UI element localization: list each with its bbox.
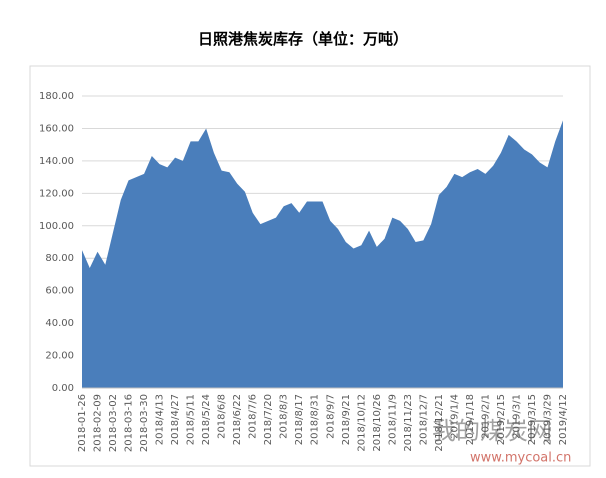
x-tick-label: 2018/5/11 (186, 394, 197, 445)
watermark-text: 我的煤炭网 (432, 417, 552, 445)
x-tick-label: 2018/7/20 (263, 394, 274, 445)
x-tick-label: 2019/3/29 (542, 394, 553, 445)
x-tick-label: 2018/8/31 (310, 394, 321, 445)
x-tick-label: 2018/5/24 (201, 394, 212, 445)
x-tick-label: 2019/4/12 (558, 394, 569, 445)
y-tick-label: 140.00 (39, 156, 74, 167)
x-tick-label: 2018-03-02 (108, 394, 119, 452)
area (82, 120, 563, 388)
x-tick-label: 2018/4/13 (155, 394, 166, 445)
y-tick-label: 80.00 (45, 253, 74, 264)
x-tick-label: 2018/6/8 (217, 394, 228, 439)
x-tick-label: 2018/12/21 (434, 394, 445, 452)
x-tick-label: 2018/10/12 (356, 394, 367, 452)
chart-title: 日照港焦炭库存（单位：万吨） (198, 30, 408, 48)
x-tick-label: 2018-01-26 (77, 394, 88, 452)
x-tick-label: 2018/8/17 (294, 394, 305, 445)
x-tick-label: 2018/8/3 (279, 394, 290, 439)
x-tick-label: 2019/2/1 (480, 394, 491, 439)
y-tick-label: 0.00 (52, 383, 74, 394)
y-tick-label: 120.00 (39, 188, 74, 199)
y-tick-label: 20.00 (45, 351, 74, 362)
y-tick-label: 100.00 (39, 221, 74, 232)
x-tick-label: 2018/12/7 (418, 394, 429, 445)
x-tick-label: 2019/1/4 (449, 394, 460, 439)
x-tick-label: 2019/1/18 (465, 394, 476, 445)
chart-frame (29, 65, 591, 467)
watermark-url: www.mycoal.cn (470, 451, 571, 466)
plot: 0.00 20.00 40.00 60.00 80.00 100.00 120.00 140.… (39, 91, 569, 452)
x-tick-label: 2018/9/7 (325, 394, 336, 439)
y-tick-label: 180.00 (39, 91, 74, 102)
x-tick-label: 2018/10/26 (372, 394, 383, 452)
x-tick-label: 2018/9/21 (341, 394, 352, 445)
x-tick-label: 2019/2/15 (496, 394, 507, 445)
x-tick-label: 2019/3/15 (527, 394, 538, 445)
x-tick-label: 2019/3/1 (511, 394, 522, 439)
y-tick-label: 40.00 (45, 318, 74, 329)
y-tick-label: 60.00 (45, 286, 74, 297)
y-tick-label: 160.00 (39, 123, 74, 134)
x-tick-label: 2018-02-09 (93, 394, 104, 452)
x-tick-label: 2018/4/27 (170, 394, 181, 445)
x-tick-label: 2018/6/22 (232, 394, 243, 445)
x-tick-label: 2018-03-30 (139, 394, 150, 452)
x-tick-label: 2018/11/23 (403, 394, 414, 452)
x-tick-label: 2018-03-16 (124, 394, 135, 452)
x-tick-label: 2018/11/9 (387, 394, 398, 445)
x-tick-label: 2018/7/6 (248, 394, 259, 439)
